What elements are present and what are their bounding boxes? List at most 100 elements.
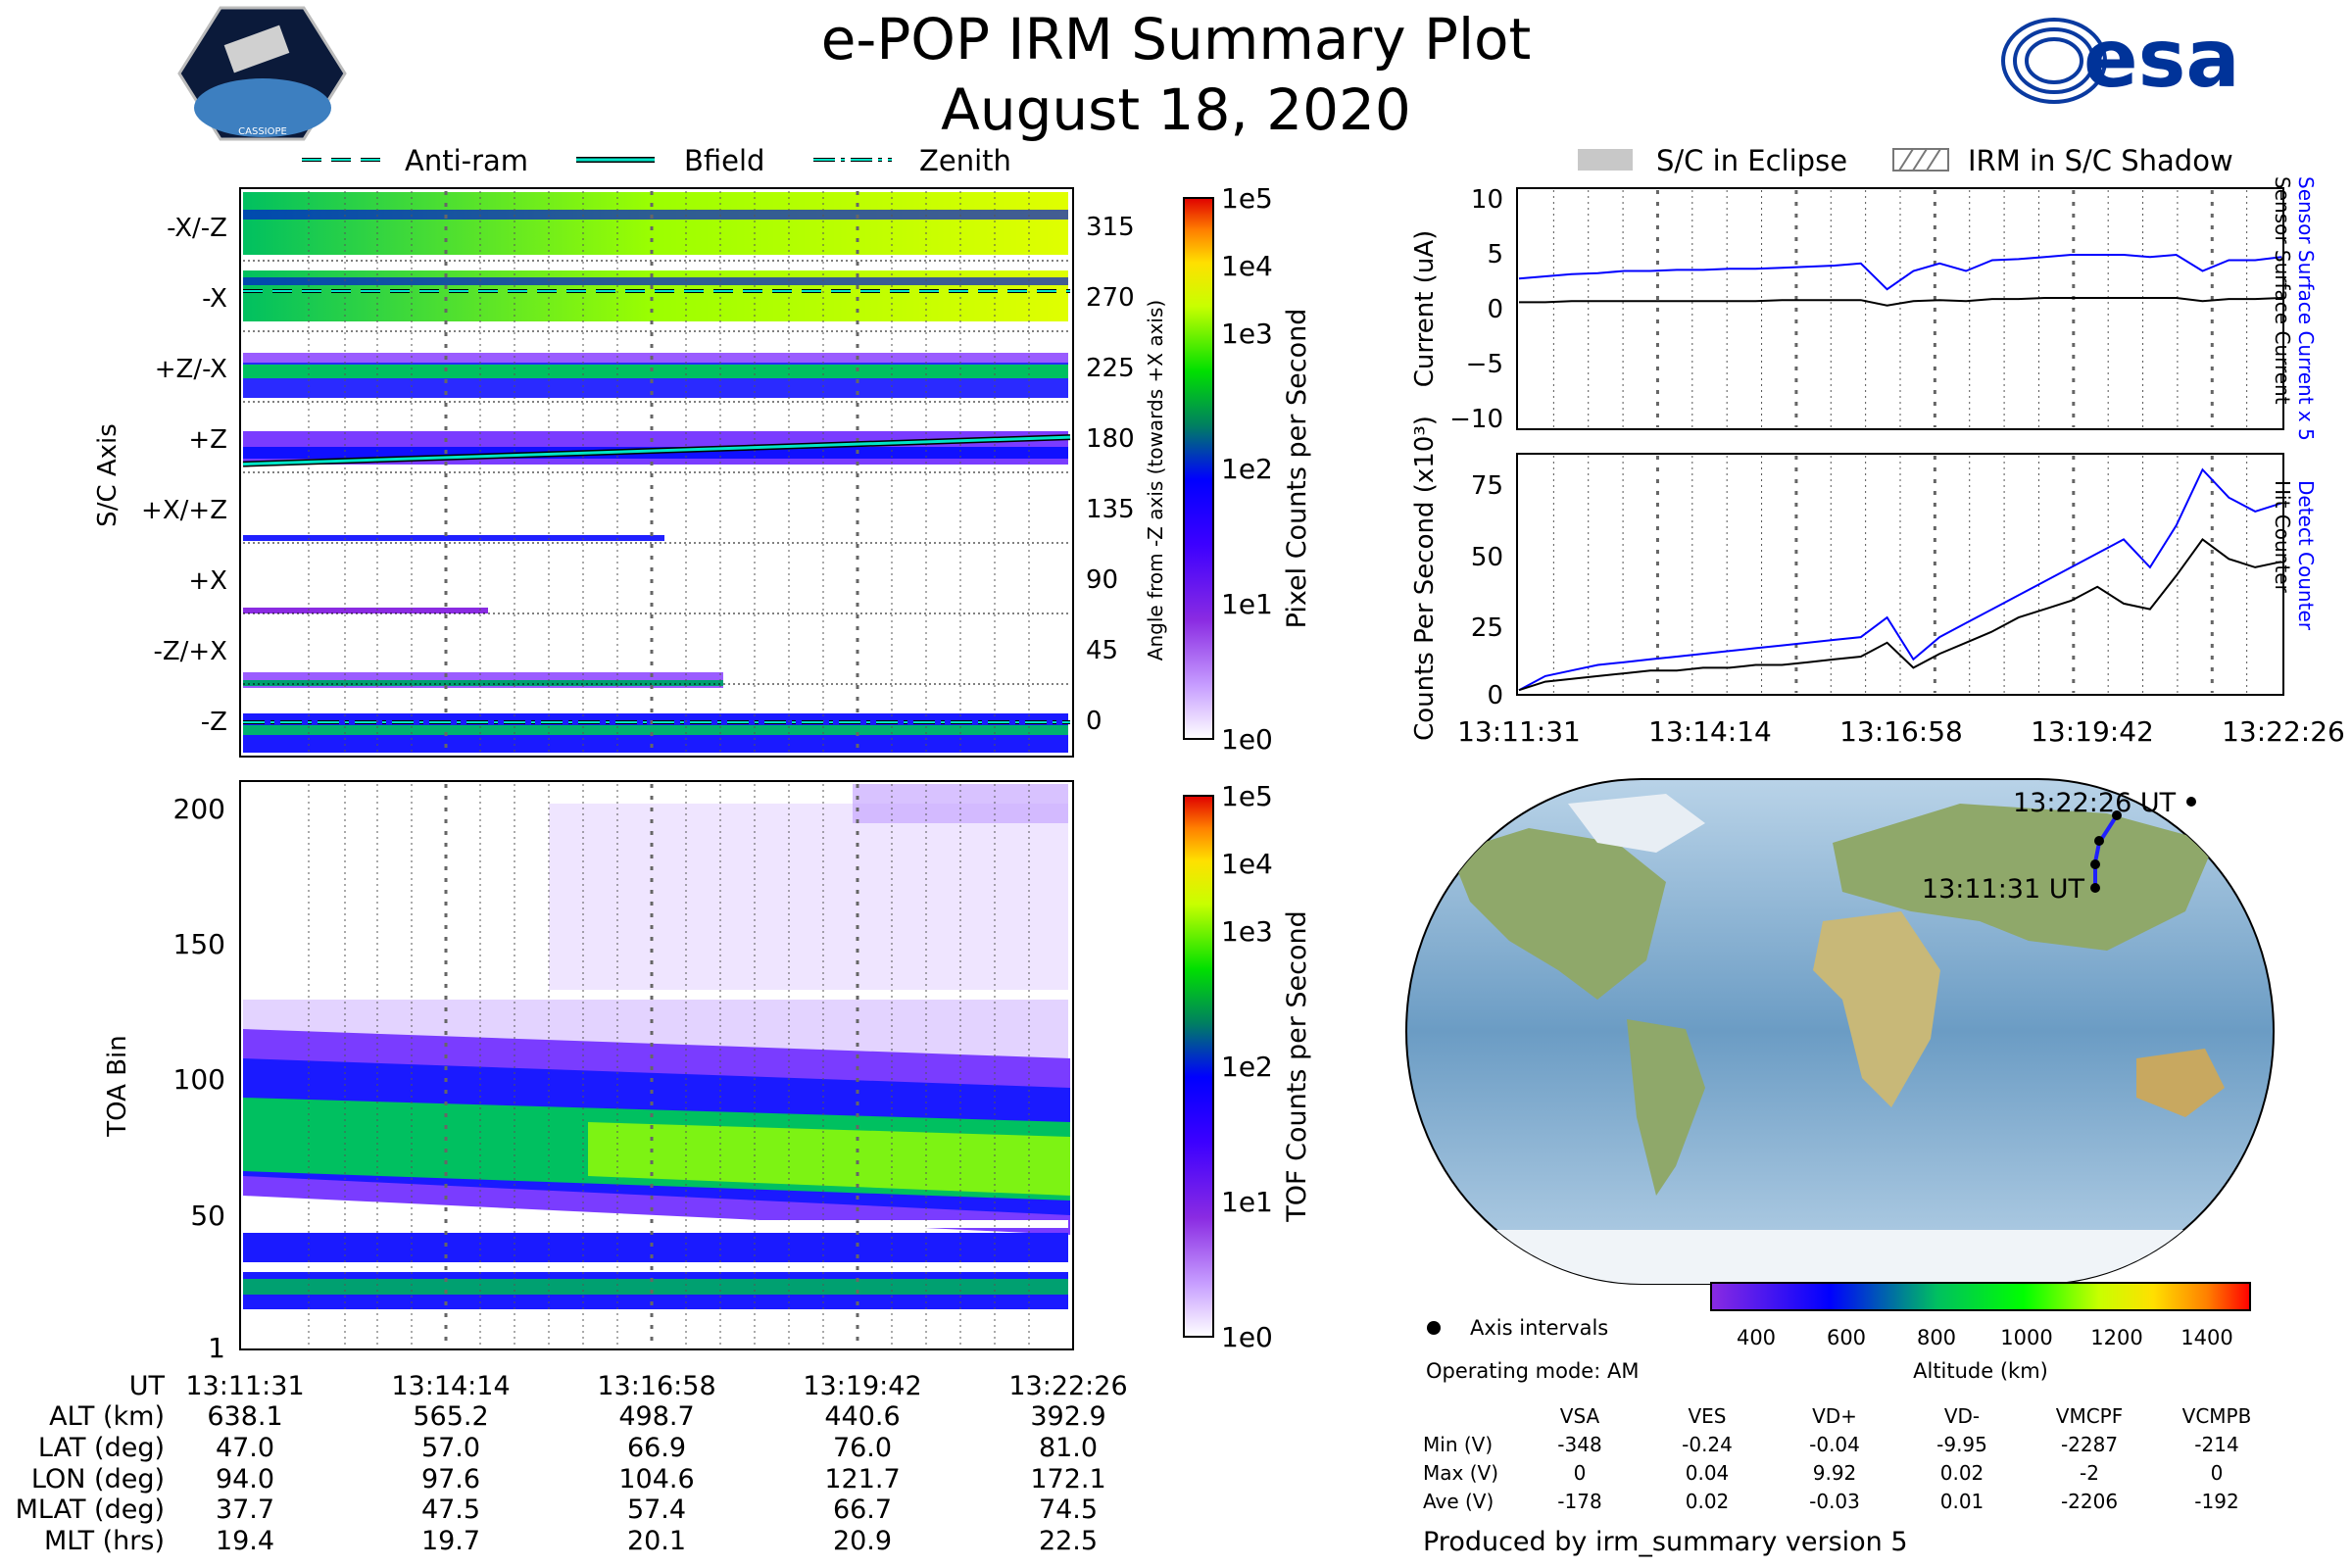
vt-header: VSA (1560, 1404, 1600, 1428)
counts-ytick-75: 75 (1471, 471, 1503, 501)
cell: 37.7 (216, 1494, 274, 1525)
angle-tick-225: 225 (1086, 354, 1135, 383)
counts-xtick-1: 13:11:31 (1457, 715, 1581, 748)
sensor-surface-current-line (1519, 297, 2282, 307)
cell: 22.5 (1039, 1526, 1098, 1556)
vt-cell: -0.04 (1809, 1433, 1860, 1456)
cell: 498.7 (618, 1401, 694, 1432)
hit-counter-line (1518, 537, 2282, 692)
pixel-spectrogram: -X/-Z -X +Z/-X +Z +X/+Z +X -Z/+X -Z 315 … (93, 187, 1167, 758)
cell: 57.4 (627, 1494, 686, 1525)
row-label-lat: LAT (deg) (38, 1433, 165, 1463)
counts-ytick-0: 0 (1487, 681, 1503, 710)
tof-cbar-1e1: 1e1 (1221, 1186, 1273, 1218)
tof-cbar-1e5: 1e5 (1221, 780, 1273, 812)
cell: 94.0 (216, 1464, 274, 1494)
vt-cell: -0.03 (1809, 1490, 1860, 1513)
counts-xtick-4: 13:19:42 (2031, 715, 2154, 748)
pixel-cbar-1e4: 1e4 (1221, 250, 1273, 282)
tof-cbar-label: TOF Counts per Second (1282, 910, 1312, 1223)
cell: 97.6 (421, 1464, 480, 1494)
track-point (2186, 797, 2196, 807)
ephemeris-col-1: 13:11:31 638.1 47.0 94.0 37.7 19.4 (185, 1371, 304, 1556)
counts-ytick-25: 25 (1471, 613, 1503, 643)
row-label-ut: UT (129, 1371, 166, 1401)
tof-cbar-1e0: 1e0 (1221, 1321, 1273, 1353)
vt-cell: 0.02 (1686, 1490, 1730, 1513)
cell: 13:22:26 (1008, 1371, 1127, 1401)
sensor-surface-current-x5-line (1518, 253, 2282, 291)
ephemeris-col-4: 13:19:42 440.6 76.0 121.7 66.7 20.9 (803, 1371, 921, 1556)
vt-row-label: Min (V) (1423, 1433, 1493, 1456)
pixel-cbar-1e0: 1e0 (1221, 723, 1273, 756)
cassiope-logo-text: CASSIOPE (238, 126, 287, 137)
cell: 47.0 (216, 1433, 274, 1463)
counts-xtick-2: 13:14:14 (1648, 715, 1772, 748)
angle-tick-45: 45 (1086, 636, 1118, 665)
voltage-table: VSA VES VD+ VD- VMCPF VCMPB Min (V) Max … (1423, 1404, 2251, 1513)
current-ytick-0: 0 (1487, 295, 1503, 324)
cell: 57.0 (421, 1433, 480, 1463)
legend-top: Anti-ram Bfield Zenith (302, 144, 1011, 177)
axis-label-z: +Z (188, 425, 227, 455)
pixel-cbar-1e5: 1e5 (1221, 182, 1273, 215)
greenland-shape (1568, 794, 1705, 853)
row-label-mlat: MLAT (deg) (16, 1494, 165, 1525)
tof-ytick-200: 200 (173, 793, 225, 825)
row-label-alt: ALT (km) (49, 1401, 165, 1432)
footer-text: Produced by irm_summary version 5 (1423, 1527, 1908, 1557)
alt-tick-1000: 1000 (2000, 1326, 2052, 1349)
axis-intervals-marker (1427, 1321, 1441, 1335)
esa-logo-text: esa (2083, 13, 2240, 106)
angle-tick-0: 0 (1086, 707, 1102, 736)
track-end-label: 13:22:26 UT (2013, 788, 2177, 818)
cell: 104.6 (618, 1464, 694, 1494)
current-ytick-m5: −5 (1466, 350, 1503, 379)
cell: 392.9 (1030, 1401, 1105, 1432)
antarctica-shape (1406, 1230, 2274, 1284)
page-title: e-POP IRM Summary Plot (820, 6, 1532, 73)
cell: 47.5 (421, 1494, 480, 1525)
pixel-y2label: Angle from -Z axis (towards +X axis) (1144, 300, 1167, 661)
cell: 172.1 (1030, 1464, 1105, 1494)
page-date: August 18, 2020 (941, 76, 1411, 143)
cell: 20.9 (833, 1526, 892, 1556)
cell: 74.5 (1039, 1494, 1098, 1525)
vt-header: VCMPB (2182, 1404, 2252, 1428)
vt-cell: 0.02 (1940, 1461, 1984, 1485)
cell: 13:11:31 (185, 1371, 304, 1401)
pixel-cbar-1e1: 1e1 (1221, 588, 1273, 620)
cell: 121.7 (824, 1464, 900, 1494)
pixel-colorbar: 1e0 1e1 1e2 1e3 1e4 1e5 Pixel Counts per… (1183, 182, 1312, 756)
axis-label-x: -X (202, 284, 227, 314)
north-america-shape (1450, 828, 1666, 1000)
legend-eclipse: S/C in Eclipse (1656, 144, 1847, 177)
vt-row-label: Max (V) (1423, 1461, 1498, 1485)
cell: 19.7 (421, 1526, 480, 1556)
legend-eclipse-swatch (1578, 149, 1633, 171)
operating-mode: Operating mode: AM (1426, 1359, 1639, 1383)
current-ylabel: Current (uA) (1410, 230, 1440, 387)
counts-ylabel: Counts Per Second (x10³) (1410, 416, 1440, 741)
axis-label-xz: -X/-Z (167, 214, 227, 243)
counts-legend-black: Hit Counter (2271, 480, 2294, 593)
cassiope-logo: CASSIOPE (177, 6, 347, 141)
vt-header: VD- (1944, 1404, 1980, 1428)
cell: 20.1 (627, 1526, 686, 1556)
tof-ytick-50: 50 (190, 1200, 225, 1232)
legend-right: S/C in Eclipse IRM in S/C Shadow (1578, 144, 2233, 177)
cell: 66.9 (627, 1433, 686, 1463)
angle-tick-180: 180 (1086, 424, 1135, 454)
vt-cell: -348 (1557, 1433, 1601, 1456)
altitude-colorbar: 400 600 800 1000 1200 1400 Altitude (km) (1710, 1282, 2251, 1383)
vt-cell: -2 (2080, 1461, 2099, 1485)
axis-intervals-label: Axis intervals (1470, 1316, 1608, 1340)
vt-cell: -214 (2194, 1433, 2238, 1456)
ephemeris-col-5: 13:22:26 392.9 81.0 172.1 74.5 22.5 (1008, 1371, 1127, 1556)
tof-cbar-1e2: 1e2 (1221, 1051, 1273, 1083)
satellite-track (2093, 813, 2119, 887)
cell: 81.0 (1039, 1433, 1098, 1463)
current-legend-blue: Sensor Surface Current x 5 (2294, 176, 2318, 441)
detect-counter-line (1518, 467, 2282, 692)
cell: 19.4 (216, 1526, 274, 1556)
